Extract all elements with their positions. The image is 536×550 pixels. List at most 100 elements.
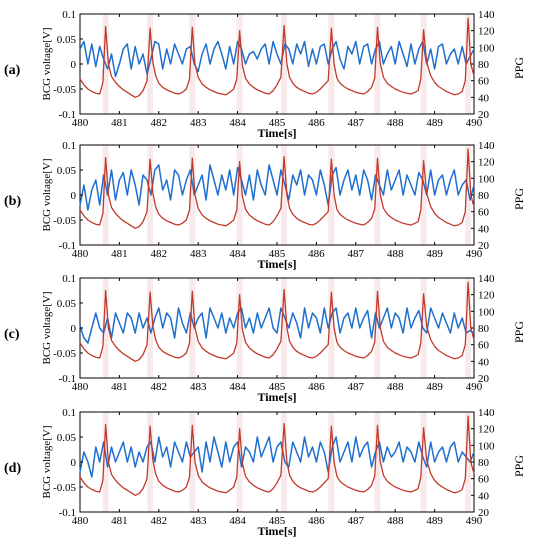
x-tick-label: 486 bbox=[308, 248, 325, 260]
beat-band bbox=[189, 278, 196, 378]
y-tick-label: 0.1 bbox=[62, 9, 76, 21]
bcg-series-line bbox=[79, 307, 475, 344]
beat-band bbox=[189, 145, 196, 245]
beat-band bbox=[465, 278, 472, 378]
bcg-series-line bbox=[79, 436, 475, 478]
beat-band bbox=[420, 145, 427, 245]
panel-label: (a) bbox=[4, 63, 21, 78]
x-tick-label: 487 bbox=[348, 381, 365, 393]
y-tick-label: -0.1 bbox=[59, 109, 76, 121]
beat-band bbox=[147, 412, 154, 512]
panel-1: 480 481 482 483 484 485 486 487 488 489 490 -0.1 -0.… bbox=[4, 140, 526, 271]
beat-band bbox=[328, 14, 335, 114]
y2-tick-label: 20 bbox=[478, 507, 490, 519]
x-tick-label: 489 bbox=[426, 117, 443, 129]
beat-band bbox=[281, 145, 288, 245]
x-tick-label: 482 bbox=[151, 117, 168, 129]
y2-tick-label: 60 bbox=[478, 207, 490, 219]
x-tick-label: 483 bbox=[190, 515, 207, 527]
beat-band bbox=[236, 278, 243, 378]
beat-band bbox=[102, 145, 109, 245]
y2-tick-label: 120 bbox=[478, 157, 495, 169]
y2-axis-label: PPG bbox=[512, 57, 526, 79]
y2-tick-label: 40 bbox=[478, 223, 490, 235]
x-tick-label: 481 bbox=[111, 381, 128, 393]
x-tick-label: 481 bbox=[111, 248, 128, 260]
x-tick-label: 486 bbox=[308, 381, 325, 393]
x-tick-label: 483 bbox=[190, 117, 207, 129]
x-tick-label: 480 bbox=[72, 381, 89, 393]
x-tick-label: 485 bbox=[269, 248, 286, 260]
y2-tick-label: 60 bbox=[478, 340, 490, 352]
y2-tick-label: 60 bbox=[478, 474, 490, 486]
x-tick-label: 482 bbox=[151, 381, 168, 393]
beat-band bbox=[420, 14, 427, 114]
beat-band bbox=[374, 278, 381, 378]
y2-tick-label: 20 bbox=[478, 240, 490, 252]
y2-tick-label: 40 bbox=[478, 490, 490, 502]
plot-frame bbox=[79, 277, 475, 379]
panel-label: (b) bbox=[4, 194, 21, 209]
y-tick-label: 0.05 bbox=[57, 34, 77, 46]
x-tick-label: 488 bbox=[387, 515, 404, 527]
x-tick-label: 484 bbox=[229, 117, 246, 129]
y-tick-label: 0.1 bbox=[62, 140, 76, 152]
x-tick-label: 489 bbox=[426, 248, 443, 260]
x-tick-label: 490 bbox=[466, 381, 483, 393]
x-tick-label: 480 bbox=[72, 117, 89, 129]
y2-tick-label: 140 bbox=[478, 407, 495, 419]
y-tick-label: 0.1 bbox=[62, 273, 76, 285]
x-tick-label: 484 bbox=[229, 381, 246, 393]
x-tick-label: 480 bbox=[72, 248, 89, 260]
y-tick-label: 0.05 bbox=[57, 298, 77, 310]
beat-band bbox=[236, 145, 243, 245]
panel-label: (d) bbox=[4, 461, 21, 476]
x-tick-label: 484 bbox=[229, 515, 246, 527]
y-tick-label: 0.05 bbox=[57, 165, 77, 177]
ppg-series-line bbox=[79, 281, 475, 362]
x-tick-label: 489 bbox=[426, 381, 443, 393]
y-tick-label: -0.05 bbox=[53, 348, 76, 360]
beat-band bbox=[328, 145, 335, 245]
beat-band bbox=[328, 278, 335, 378]
panel-2: 480 481 482 483 484 485 486 487 488 489 490 -0.1 -0.… bbox=[4, 273, 526, 404]
y2-tick-label: 100 bbox=[478, 306, 495, 318]
y2-tick-label: 20 bbox=[478, 109, 490, 121]
y-axis-label: BCG voltage[V] bbox=[41, 158, 53, 231]
y2-tick-label: 40 bbox=[478, 92, 490, 104]
y2-tick-label: 100 bbox=[478, 440, 495, 452]
y2-tick-label: 40 bbox=[478, 356, 490, 368]
x-tick-label: 490 bbox=[466, 117, 483, 129]
y2-axis-label: PPG bbox=[512, 321, 526, 343]
x-tick-label: 486 bbox=[308, 117, 325, 129]
beat-band bbox=[236, 412, 243, 512]
x-tick-label: 481 bbox=[111, 117, 128, 129]
y-axis-label: BCG voltage[V] bbox=[41, 291, 53, 364]
y-tick-label: 0.05 bbox=[57, 432, 77, 444]
y2-tick-label: 80 bbox=[478, 190, 490, 202]
x-tick-label: 487 bbox=[348, 117, 365, 129]
y2-tick-label: 20 bbox=[478, 373, 490, 385]
beat-band bbox=[465, 14, 472, 114]
beat-band bbox=[465, 145, 472, 245]
y-tick-label: 0.1 bbox=[62, 407, 76, 419]
x-axis-label: Time[s] bbox=[257, 257, 296, 271]
y-tick-label: 0 bbox=[71, 59, 77, 71]
x-tick-label: 484 bbox=[229, 248, 246, 260]
y2-tick-label: 80 bbox=[478, 323, 490, 335]
bcg-series-line bbox=[79, 164, 475, 211]
y2-axis-label: PPG bbox=[512, 188, 526, 210]
panel-3: 480 481 482 483 484 485 486 487 488 489 490 -0.1 -0.… bbox=[4, 407, 526, 538]
x-tick-label: 490 bbox=[466, 248, 483, 260]
y2-axis-label: PPG bbox=[512, 455, 526, 477]
y-axis-label: BCG voltage[V] bbox=[41, 425, 53, 498]
beat-band bbox=[189, 14, 196, 114]
beat-band bbox=[189, 412, 196, 512]
y2-tick-label: 120 bbox=[478, 424, 495, 436]
beat-band bbox=[374, 14, 381, 114]
ppg-series-line bbox=[79, 148, 475, 229]
x-tick-label: 483 bbox=[190, 248, 207, 260]
beat-band bbox=[420, 412, 427, 512]
y2-tick-label: 100 bbox=[478, 173, 495, 185]
